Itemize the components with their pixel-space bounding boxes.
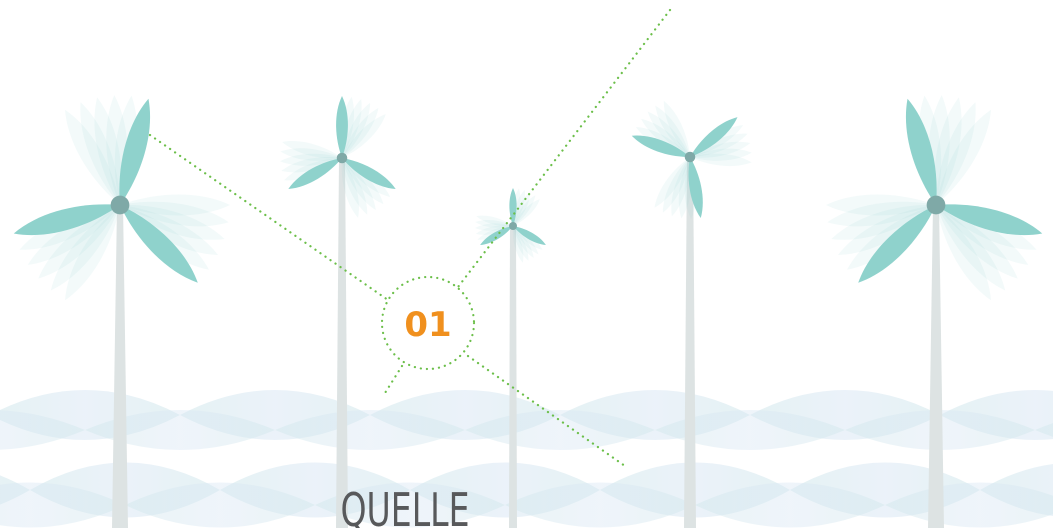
scene: 01 QUELLE [0,0,1053,528]
waves [0,390,1053,528]
tower [112,205,128,528]
label: QUELLE [340,485,469,528]
wind-turbine [280,96,399,528]
tower [509,226,517,528]
hub [685,152,696,163]
dotted-line [385,366,402,393]
page: {"badge": {"number": "01"}, "label": "QU… [0,0,1053,528]
hub [111,196,130,215]
wind-turbine [630,98,753,528]
badge-number: 01 [404,305,451,345]
wind-turbine [826,95,1045,528]
hub [927,196,946,215]
dotted-line [458,10,670,287]
wind-turbine [11,95,230,528]
hub [337,153,348,164]
tower [336,158,348,528]
hub [509,222,517,230]
tower [928,205,944,528]
